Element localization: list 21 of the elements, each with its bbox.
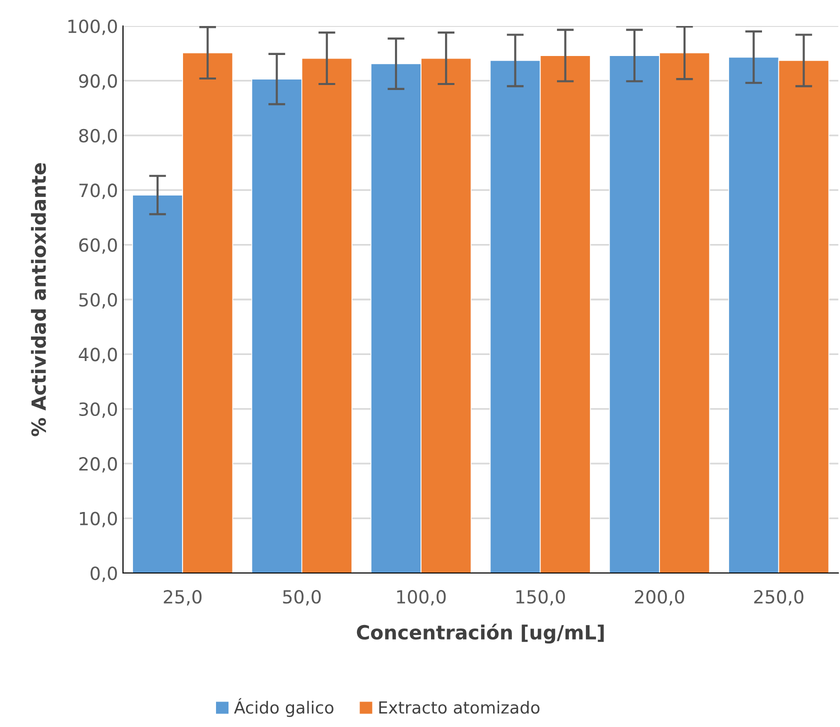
y-tick-label: 20,0 <box>79 457 117 473</box>
x-tick-label: 200,0 <box>634 590 684 606</box>
legend-label: Ácido galico <box>234 698 334 717</box>
y-tick-label: 80,0 <box>79 128 117 144</box>
x-tick-label: 250,0 <box>754 590 804 606</box>
y-tick-label: 90,0 <box>79 74 117 90</box>
x-axis-title: Concentración [ug/mL] <box>356 624 604 644</box>
y-tick-label: 100,0 <box>68 19 117 35</box>
legend-label: Extracto atomizado <box>379 700 540 714</box>
y-tick-label: 10,0 <box>80 512 117 528</box>
y-tick-label: 50,0 <box>79 292 117 308</box>
y-tick-label: 60,0 <box>79 238 117 254</box>
x-tick-label: 25,0 <box>164 590 202 606</box>
y-tick-label: 30,0 <box>79 402 117 418</box>
y-axis-title: % Actividad antioxidante <box>30 163 46 436</box>
x-tick-label: 150,0 <box>516 590 565 606</box>
x-tick-label: 50,0 <box>283 590 321 606</box>
x-tick-label: 100,0 <box>397 590 446 606</box>
y-tick-label: 40,0 <box>78 348 117 364</box>
y-tick-label: 0,0 <box>90 566 117 582</box>
y-tick-label: 70,0 <box>79 184 117 200</box>
